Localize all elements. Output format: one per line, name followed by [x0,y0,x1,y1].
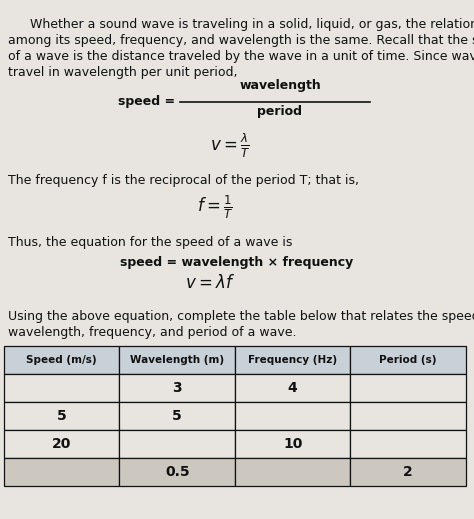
Text: 20: 20 [52,437,72,451]
Bar [350,374,466,402]
Text: wavelength, frequency, and period of a wave.: wavelength, frequency, and period of a w… [8,326,297,339]
Bar [119,346,235,374]
Bar [350,430,466,458]
Bar [4,402,119,430]
Bar [119,374,235,402]
Bar [235,458,350,486]
Bar [235,402,350,430]
Bar [235,374,350,402]
Text: Frequency (Hz): Frequency (Hz) [248,355,337,365]
Text: Thus, the equation for the speed of a wave is: Thus, the equation for the speed of a wa… [8,236,292,249]
Bar [350,402,466,430]
Text: $v=\frac{\lambda}{T}$: $v=\frac{\lambda}{T}$ [210,132,250,160]
Text: Speed (m/s): Speed (m/s) [27,355,97,365]
Text: of a wave is the distance traveled by the wave in a unit of time. Since waves: of a wave is the distance traveled by th… [8,50,474,63]
Text: speed =: speed = [118,95,175,108]
Text: $f=\frac{1}{T}$: $f=\frac{1}{T}$ [197,194,233,222]
Text: wavelength: wavelength [239,79,321,92]
Text: travel in wavelength per unit period,: travel in wavelength per unit period, [8,66,237,79]
Bar [119,458,235,486]
Bar [4,346,119,374]
Text: 3: 3 [173,381,182,395]
Text: 5: 5 [57,409,67,423]
Text: among its speed, frequency, and wavelength is the same. Recall that the speed: among its speed, frequency, and waveleng… [8,34,474,47]
Bar [4,430,119,458]
Bar [350,458,466,486]
Text: $v=\lambda f$: $v=\lambda f$ [185,274,235,292]
Bar [4,458,119,486]
Text: speed = wavelength × frequency: speed = wavelength × frequency [120,256,354,269]
Bar [235,346,350,374]
Bar [235,430,350,458]
Text: The frequency f is the reciprocal of the period T; that is,: The frequency f is the reciprocal of the… [8,174,359,187]
Bar [4,374,119,402]
Text: 0.5: 0.5 [165,465,190,479]
Text: 2: 2 [403,465,413,479]
Bar [119,430,235,458]
Text: Whether a sound wave is traveling in a solid, liquid, or gas, the relationship: Whether a sound wave is traveling in a s… [30,18,474,31]
Bar [119,402,235,430]
Text: Using the above equation, complete the table below that relates the speed,: Using the above equation, complete the t… [8,310,474,323]
Text: 10: 10 [283,437,302,451]
Text: 5: 5 [173,409,182,423]
Text: period: period [257,105,302,118]
Text: Period (s): Period (s) [380,355,437,365]
Text: Wavelength (m): Wavelength (m) [130,355,224,365]
Text: 4: 4 [288,381,298,395]
Bar [350,346,466,374]
